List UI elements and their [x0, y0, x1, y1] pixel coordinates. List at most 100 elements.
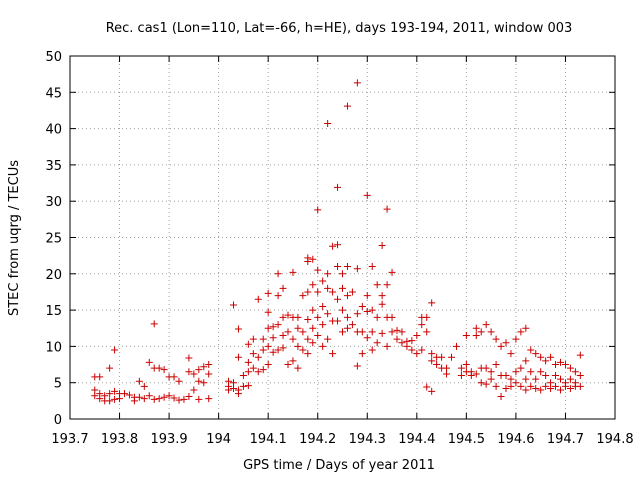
data-point — [309, 339, 317, 347]
data-point — [254, 353, 262, 361]
y-tick-label: 25 — [45, 232, 62, 247]
chart-title: Rec. cas1 (Lon=110, Lat=-66, h=HE), days… — [106, 21, 573, 36]
y-tick-label: 10 — [45, 340, 62, 355]
data-point — [339, 270, 346, 278]
data-point — [279, 313, 287, 321]
data-point — [517, 364, 525, 372]
data-point — [140, 395, 148, 403]
data-point — [576, 351, 584, 359]
data-point — [116, 395, 124, 403]
data-point — [537, 386, 545, 394]
data-point — [96, 373, 104, 381]
data-point — [368, 346, 376, 354]
data-point — [264, 361, 272, 369]
data-point — [304, 335, 312, 343]
data-point — [230, 385, 237, 393]
data-point — [106, 364, 114, 372]
data-point — [522, 324, 530, 332]
data-point — [502, 339, 510, 347]
data-point — [522, 386, 530, 394]
data-point — [373, 339, 381, 347]
data-point — [185, 392, 193, 400]
data-point — [249, 350, 257, 358]
x-tick-label: 194.8 — [596, 432, 633, 447]
data-point — [561, 361, 569, 369]
data-point — [91, 392, 99, 400]
data-points — [91, 79, 584, 405]
data-point — [249, 335, 257, 343]
data-point — [309, 255, 317, 263]
data-point — [314, 332, 322, 340]
data-point — [195, 366, 203, 374]
data-point — [185, 354, 193, 362]
data-point — [438, 353, 446, 361]
data-point — [487, 375, 495, 383]
data-point — [383, 281, 391, 289]
y-tick-label: 45 — [45, 86, 62, 101]
data-point — [373, 313, 381, 321]
x-tick-label: 193.9 — [150, 432, 187, 447]
data-point — [264, 324, 272, 332]
data-point — [279, 332, 287, 340]
data-point — [309, 281, 317, 289]
y-axis-ticks: 0 5 10 15 20 25 30 35 40 45 50 — [45, 50, 615, 428]
data-point — [160, 393, 168, 401]
data-point — [378, 241, 386, 249]
data-point — [145, 392, 153, 400]
data-point — [418, 346, 426, 354]
y-axis-label: STEC from uqrg / TECUs — [7, 160, 22, 316]
data-point — [507, 382, 515, 390]
data-point — [477, 328, 485, 336]
data-point — [408, 337, 416, 345]
data-point — [413, 350, 421, 358]
data-point — [135, 377, 143, 385]
data-point — [576, 382, 584, 390]
data-point — [363, 308, 371, 316]
data-point — [507, 375, 515, 383]
data-point — [269, 334, 277, 342]
y-tick-label: 50 — [45, 50, 62, 65]
data-point — [512, 368, 520, 376]
x-tick-label: 194.4 — [398, 432, 435, 447]
data-point — [348, 321, 356, 329]
x-tick-label: 194.7 — [547, 432, 584, 447]
data-point — [339, 328, 346, 336]
data-point — [234, 390, 242, 398]
data-point — [398, 339, 406, 347]
x-axis-label: GPS time / Days of year 2011 — [243, 458, 435, 473]
data-point — [155, 364, 163, 372]
data-point — [324, 120, 332, 128]
data-point — [259, 335, 267, 343]
data-point — [348, 288, 356, 296]
data-point — [225, 386, 233, 394]
data-point — [423, 328, 431, 336]
x-tick-label: 194 — [206, 432, 231, 447]
data-point — [547, 385, 555, 393]
data-point — [239, 371, 247, 379]
data-point — [363, 191, 371, 199]
data-point — [205, 395, 213, 403]
data-point — [408, 346, 416, 354]
data-point — [532, 385, 540, 393]
data-point — [343, 313, 351, 321]
x-tick-label: 193.7 — [51, 432, 88, 447]
x-tick-label: 194.5 — [448, 432, 485, 447]
data-point — [433, 361, 441, 369]
data-point — [284, 328, 292, 336]
data-point — [319, 277, 327, 285]
data-point — [557, 375, 564, 383]
data-point — [457, 371, 465, 379]
data-point — [532, 375, 540, 383]
data-point — [477, 379, 485, 387]
y-tick-label: 35 — [45, 159, 62, 174]
data-point — [358, 302, 366, 310]
data-point — [324, 335, 332, 343]
data-point — [299, 346, 307, 354]
data-point — [254, 368, 262, 376]
data-point — [249, 364, 257, 372]
x-tick-label: 194.2 — [299, 432, 336, 447]
data-point — [314, 288, 322, 296]
data-point — [289, 268, 297, 276]
data-point — [140, 382, 148, 390]
data-point — [566, 375, 574, 383]
